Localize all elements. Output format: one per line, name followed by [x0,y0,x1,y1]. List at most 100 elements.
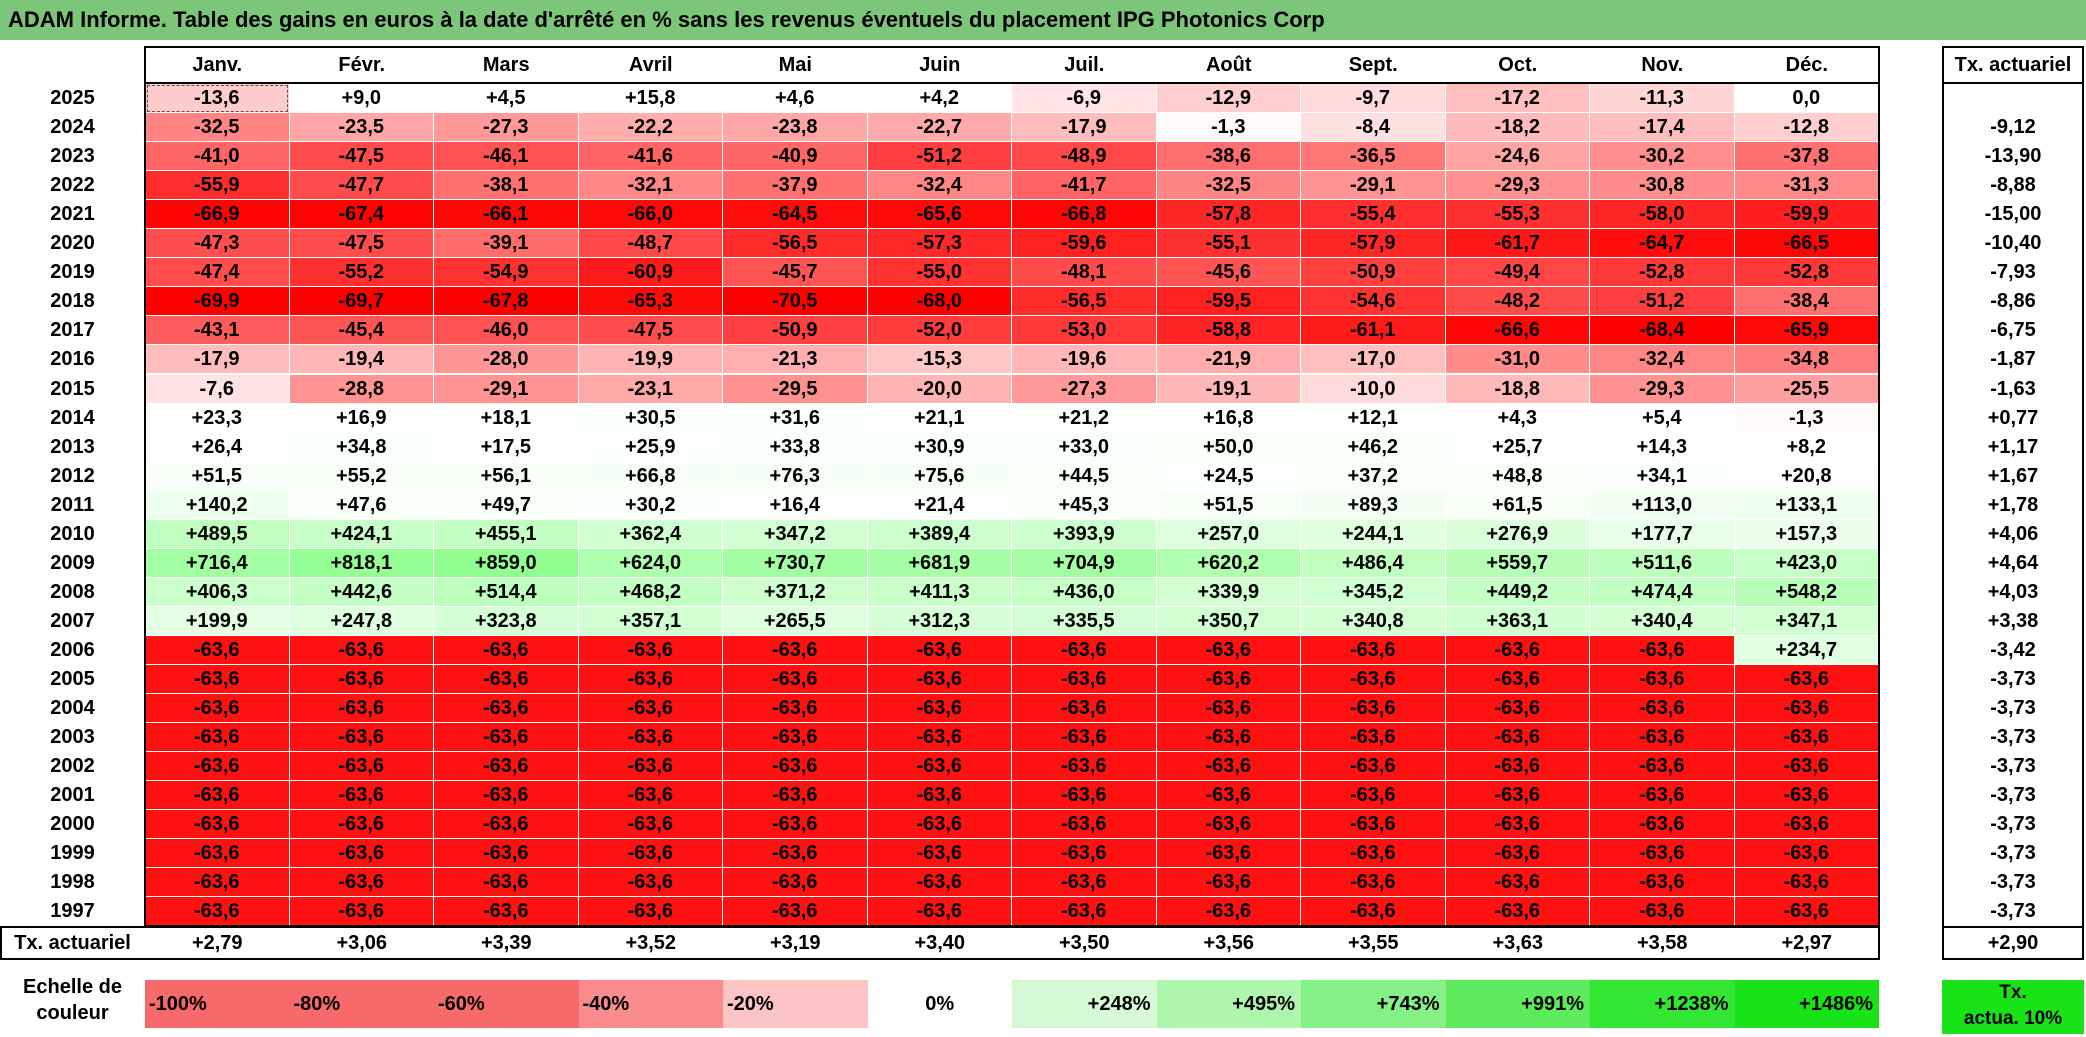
table-cell: -63,6 [1590,781,1735,811]
table-cell: -24,6 [1445,142,1590,172]
table-cell: +548,2 [1734,577,1879,607]
table-cell: +30,2 [578,490,723,520]
rate-cell: -3,73 [1990,784,2036,807]
color-scale-swatch: +248% [1012,980,1157,1028]
table-cell: -13,6 [145,84,290,114]
table-cell: -63,6 [867,665,1012,695]
table-cell: +442,6 [289,577,434,607]
table-cell: +257,0 [1156,519,1301,549]
table-cell: -63,6 [1301,868,1446,898]
table-cell: +21,4 [867,490,1012,520]
month-header: Janv. [192,54,243,76]
table-cell: -63,6 [867,810,1012,840]
rate-cell: +4,06 [1987,522,2039,545]
table-cell: -63,6 [1156,635,1301,665]
year-label: 2020 [50,232,95,255]
table-cell: -55,2 [289,258,434,288]
table-cell: +362,4 [578,519,723,549]
table-cell: -58,8 [1156,316,1301,346]
table-cell: -34,8 [1734,345,1879,375]
footer-rate: +2,97 [1781,932,1833,955]
month-header: Nov. [1641,54,1684,76]
table-cell: -63,6 [578,752,723,782]
table-cell: -63,6 [1445,665,1590,695]
table-cell: -63,6 [1156,897,1301,927]
table-cell: -63,6 [434,635,579,665]
table-cell: -55,0 [867,258,1012,288]
table-cell: +45,3 [1012,490,1157,520]
table-cell: -39,1 [434,229,579,259]
table-cell: -63,6 [578,665,723,695]
table-cell: +76,3 [723,461,868,491]
table-cell: -63,6 [723,665,868,695]
table-cell: +424,1 [289,519,434,549]
table-cell: -12,8 [1734,113,1879,143]
table-cell: -1,3 [1156,113,1301,143]
table-cell: +56,1 [434,461,579,491]
year-label: 2023 [50,145,95,168]
table-cell: +323,8 [434,606,579,636]
table-cell: -7,6 [145,374,290,404]
table-cell: -38,6 [1156,142,1301,172]
table-cell: -63,6 [1156,781,1301,811]
table-cell: -63,6 [1590,810,1735,840]
table-cell: -48,7 [578,229,723,259]
table-cell: -66,6 [1445,316,1590,346]
table-cell: -63,6 [434,752,579,782]
year-label: 2011 [50,493,95,516]
table-cell: +113,0 [1590,490,1735,520]
table-cell: -63,6 [1301,781,1446,811]
year-label: 2013 [50,435,95,458]
table-cell: -59,9 [1734,200,1879,230]
rate-cell: -3,73 [1990,813,2036,836]
table-cell: +25,7 [1445,432,1590,462]
table-cell: -63,6 [434,694,579,724]
table-cell: +14,3 [1590,432,1735,462]
table-cell: -63,6 [723,868,868,898]
table-cell: +34,1 [1590,461,1735,491]
table-cell: +389,4 [867,519,1012,549]
table-cell: +89,3 [1301,490,1446,520]
year-label: 2017 [50,319,95,342]
table-cell: +4,2 [867,84,1012,114]
table-cell: -70,5 [723,287,868,317]
table-cell: +335,5 [1012,606,1157,636]
table-cell: +17,5 [434,432,579,462]
month-header: Août [1205,54,1252,76]
footer-label: Tx. actuariel [14,932,131,955]
table-cell: +423,0 [1734,548,1879,578]
table-cell: -20,0 [867,374,1012,404]
rate-cell: +1,67 [1987,464,2039,487]
table-cell: +393,9 [1012,519,1157,549]
table-cell: -63,6 [1445,694,1590,724]
table-cell: -63,6 [1590,665,1735,695]
year-label: 2003 [50,726,95,749]
table-cell: +265,5 [723,606,868,636]
table-cell: -63,6 [867,839,1012,869]
table-cell: -69,9 [145,287,290,317]
footer-rate: +3,50 [1058,932,1110,955]
month-header: Oct. [1498,54,1538,76]
table-cell: -63,6 [145,839,290,869]
table-cell: -63,6 [1445,723,1590,753]
table-cell: -31,0 [1445,345,1590,375]
year-label: 2006 [50,638,95,661]
table-cell: -64,7 [1590,229,1735,259]
table-cell: +620,2 [1156,548,1301,578]
table-cell: -49,4 [1445,258,1590,288]
table-cell: -8,4 [1301,113,1446,143]
table-cell: -63,6 [1445,839,1590,869]
table-cell: -18,2 [1445,113,1590,143]
table-cell: -63,6 [289,635,434,665]
table-cell: +468,2 [578,577,723,607]
table-cell: +244,1 [1301,519,1446,549]
table-cell: -36,5 [1301,142,1446,172]
table-cell: -65,6 [867,200,1012,230]
table-cell: -63,6 [145,723,290,753]
footer-overall-rate: +2,90 [1987,932,2039,955]
table-cell: +704,9 [1012,548,1157,578]
table-cell: -63,6 [1012,665,1157,695]
table-cell: -63,6 [434,781,579,811]
table-cell: +75,6 [867,461,1012,491]
table-cell: +23,3 [145,403,290,433]
